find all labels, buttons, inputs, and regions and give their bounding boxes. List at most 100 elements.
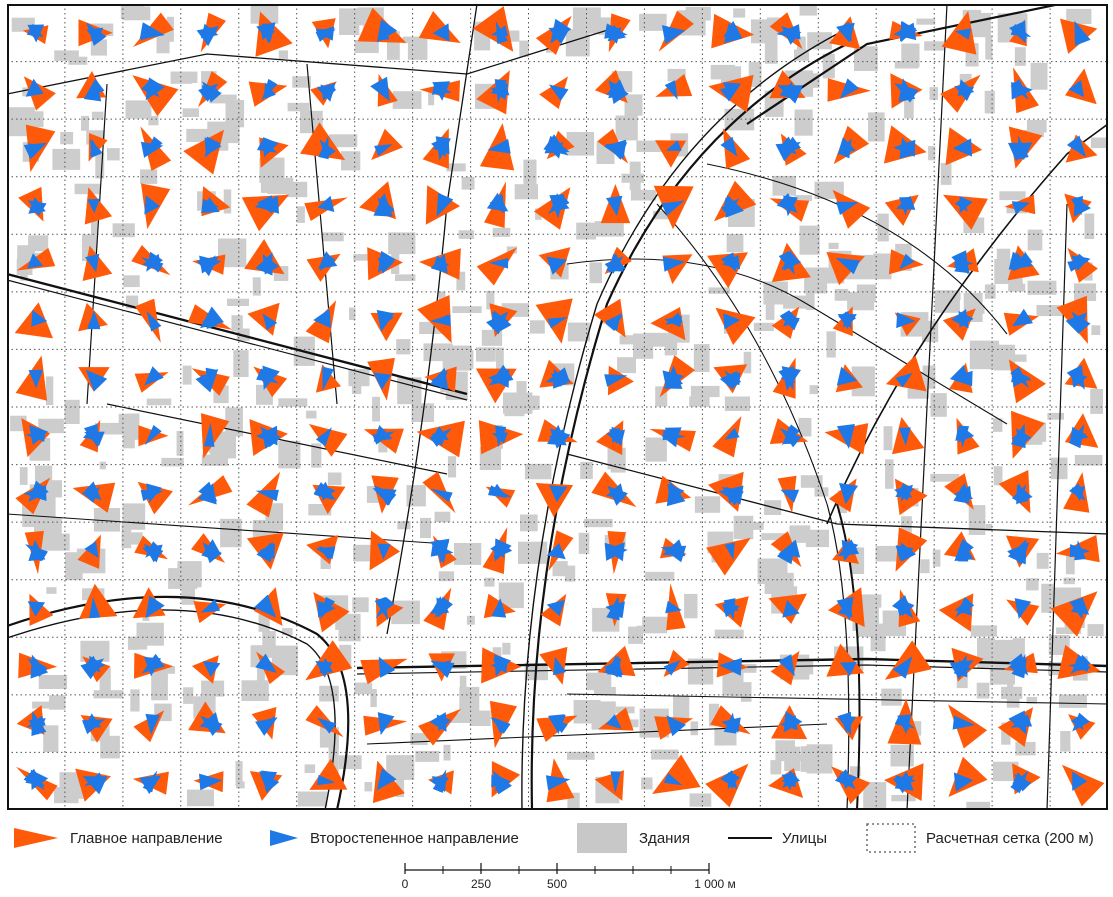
main-direction-triangle (943, 194, 988, 230)
secondary-direction-triangle (543, 134, 569, 156)
secondary-direction-triangle (1008, 653, 1029, 676)
building (685, 6, 711, 21)
building (329, 134, 358, 148)
mid-street (656, 203, 828, 505)
building (523, 159, 537, 188)
direction-glyph (76, 71, 106, 102)
direction-glyph (193, 599, 227, 624)
building (552, 561, 568, 577)
direction-glyph (655, 140, 687, 168)
building (708, 287, 730, 294)
building (694, 496, 721, 513)
secondary-direction-triangle (317, 774, 336, 786)
building (60, 132, 74, 145)
secondary-direction-triangle (317, 600, 336, 618)
secondary-direction-triangle (1065, 312, 1088, 334)
secondary-direction-triangle (489, 258, 509, 269)
secondary-direction-triangle (606, 714, 622, 729)
direction-glyph (132, 75, 179, 117)
building (1036, 552, 1049, 569)
secondary-direction-triangle (1070, 195, 1083, 216)
secondary-direction-triangle (662, 429, 686, 441)
building (395, 769, 405, 798)
secondary-direction-triangle (261, 773, 280, 793)
direction-glyph (479, 123, 515, 171)
direction-glyph (649, 427, 696, 452)
direction-glyph (133, 12, 174, 48)
secondary-direction-triangle (199, 773, 223, 791)
secondary-direction-triangle (1069, 426, 1089, 443)
main-direction-triangle (1011, 410, 1045, 459)
direction-glyph (650, 307, 686, 341)
secondary-direction-triangle (141, 22, 164, 40)
building (999, 191, 1026, 201)
building (904, 93, 914, 119)
building (976, 682, 990, 699)
secondary-direction-triangle (952, 138, 972, 157)
secondary-direction-triangle (1068, 80, 1085, 98)
direction-glyph (88, 133, 108, 162)
secondary-direction-triangle (255, 717, 278, 736)
secondary-direction-triangle (955, 597, 975, 618)
direction-glyph (16, 766, 58, 801)
building (452, 306, 482, 313)
secondary-direction-triangle (836, 366, 858, 386)
secondary-direction-triangle (663, 660, 681, 676)
dotted-rectangle-icon (866, 823, 916, 853)
legend-item-main: Главное направление (14, 818, 223, 858)
secondary-direction-triangle (90, 139, 101, 157)
building (527, 395, 540, 410)
building (800, 475, 823, 488)
secondary-direction-triangle (260, 426, 279, 448)
north-lane (566, 258, 1008, 425)
building (130, 532, 143, 545)
building (41, 533, 70, 551)
building (99, 461, 106, 470)
secondary-direction-triangle (432, 23, 450, 42)
building (1065, 555, 1075, 575)
building (834, 288, 849, 301)
secondary-direction-triangle (892, 656, 913, 679)
direction-glyph (134, 652, 174, 679)
direction-glyph (537, 419, 578, 449)
secondary-direction-triangle (775, 142, 801, 162)
direction-glyph (483, 593, 516, 619)
secondary-direction-triangle (782, 600, 800, 618)
building (182, 365, 192, 385)
secondary-direction-triangle (315, 546, 336, 560)
direction-glyph (658, 10, 694, 52)
building (930, 393, 947, 417)
building (883, 426, 893, 451)
secondary-direction-triangle (141, 80, 160, 98)
direction-glyph (1004, 194, 1036, 215)
building (885, 459, 894, 489)
direction-glyph (593, 298, 626, 338)
building (287, 102, 310, 112)
direction-glyph (654, 715, 694, 740)
secondary-direction-triangle (723, 601, 740, 613)
secondary-direction-triangle (1014, 598, 1032, 619)
building (753, 322, 774, 331)
secondary-direction-triangle (549, 485, 568, 503)
building (372, 396, 380, 422)
building (789, 525, 811, 543)
direction-glyph (943, 531, 976, 562)
direction-glyph (198, 71, 228, 108)
building (607, 447, 620, 470)
secondary-direction-triangle (1067, 258, 1092, 272)
building (1050, 457, 1068, 480)
secondary-direction-triangle (318, 135, 329, 160)
secondary-direction-triangle (951, 370, 973, 387)
south-street-2 (366, 723, 828, 745)
secondary-direction-triangle (27, 143, 44, 156)
direction-glyph (594, 69, 629, 104)
building (107, 148, 120, 161)
secondary-direction-triangle (144, 136, 163, 158)
main-direction-triangle (722, 128, 751, 170)
direction-glyph (833, 125, 870, 165)
direction-glyph (769, 193, 810, 222)
secondary-direction-triangle (781, 776, 797, 788)
direction-glyph (16, 247, 56, 271)
building (689, 793, 712, 807)
direction-glyph (1005, 535, 1040, 568)
